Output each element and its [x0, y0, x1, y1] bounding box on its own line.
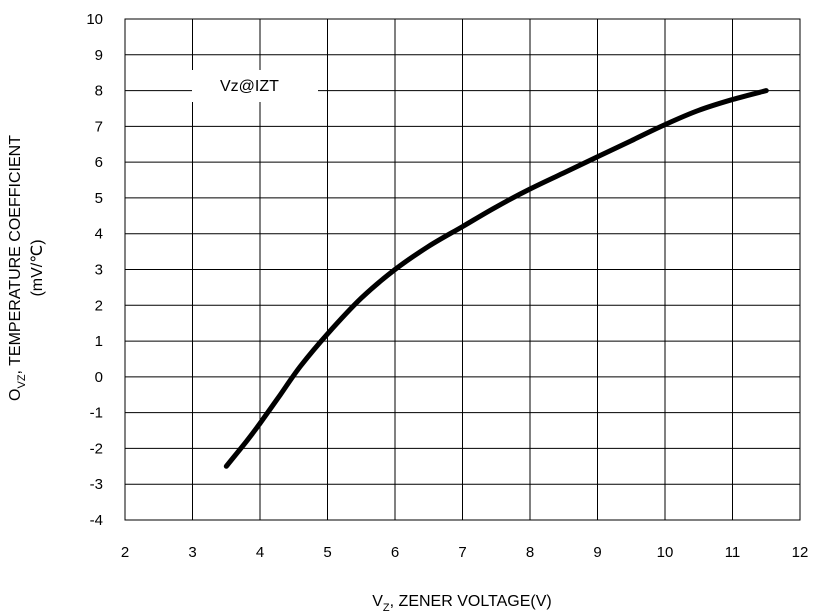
legend-box [192, 70, 318, 102]
x-tick-labels: 2 3 4 5 6 7 8 9 10 11 12 [121, 544, 809, 561]
y-tick-label: 1 [95, 333, 103, 350]
y-tick-label: 10 [86, 11, 103, 28]
y-tick-labels: -4 -3 -2 -1 0 1 2 3 4 5 6 7 8 9 10 [86, 11, 103, 529]
x-tick-label: 11 [725, 544, 741, 561]
x-axis-title-rest: , ZENER VOLTAGE(V) [390, 593, 552, 610]
y-tick-label: 6 [95, 154, 103, 171]
x-tick-label: 4 [256, 544, 264, 561]
y-tick-label: 0 [95, 369, 103, 386]
y-tick-label: -4 [90, 512, 103, 529]
y-tick-label: -1 [90, 405, 103, 422]
y-tick-label: 9 [95, 47, 103, 64]
y-tick-label: -2 [90, 440, 103, 457]
legend: Vz@IZT [192, 70, 318, 102]
x-tick-label: 5 [323, 544, 331, 561]
y-axis-title-line1: OVZ, TEMPERATURE COEFFICIENT [7, 135, 28, 401]
x-axis-title-sub: Z [383, 602, 390, 614]
y-axis-title: OVZ, TEMPERATURE COEFFICIENT (mV/℃) [7, 135, 46, 401]
x-tick-label: 3 [188, 544, 196, 561]
y-tick-label: 8 [95, 83, 103, 100]
y-tick-label: 2 [95, 297, 103, 314]
x-axis-title-main: V [372, 593, 383, 610]
x-tick-label: 7 [458, 544, 466, 561]
plot-frame [124, 18, 801, 521]
y-axis-title-line2: (mV/℃) [29, 239, 46, 296]
x-tick-label: 12 [792, 544, 809, 561]
y-tick-label: 7 [95, 118, 103, 135]
y-tick-label: 5 [95, 190, 103, 207]
y-tick-label: 4 [95, 226, 103, 243]
x-tick-label: 6 [391, 544, 399, 561]
legend-label: Vz@IZT [220, 78, 279, 95]
x-tick-label: 2 [121, 544, 129, 561]
x-tick-label: 9 [593, 544, 601, 561]
x-axis-title: VZ, ZENER VOLTAGE(V) [372, 593, 552, 614]
y-axis-title-main: O [7, 389, 24, 401]
x-tick-label: 10 [657, 544, 674, 561]
y-tick-label: -3 [90, 476, 103, 493]
y-tick-label: 3 [95, 262, 103, 279]
x-tick-label: 8 [526, 544, 534, 561]
y-axis-title-sub: VZ [16, 374, 28, 388]
series-line [223, 88, 769, 469]
y-axis-title-rest: , TEMPERATURE COEFFICIENT [7, 135, 24, 375]
